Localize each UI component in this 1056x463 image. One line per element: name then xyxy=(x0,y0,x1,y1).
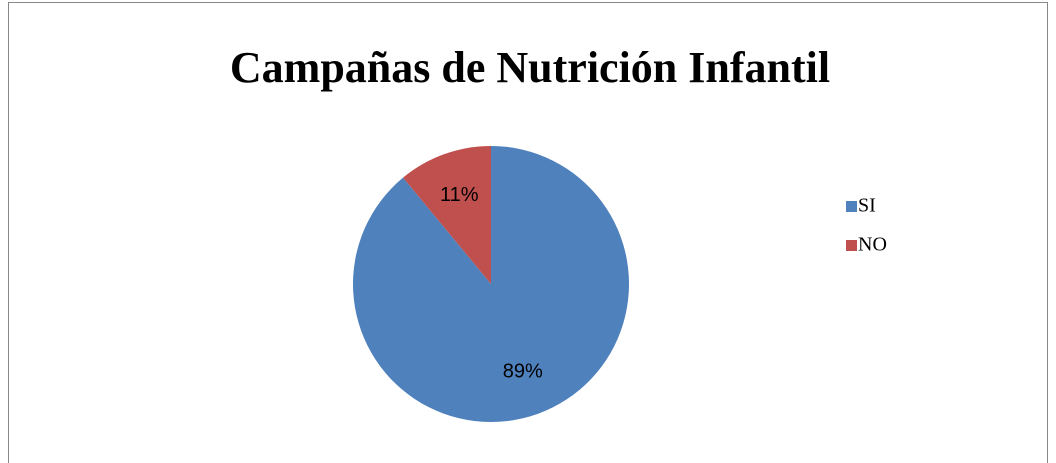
data-label: 89% xyxy=(503,361,543,383)
legend-swatch xyxy=(846,240,857,251)
pie-slice xyxy=(353,146,629,423)
data-label: 11% xyxy=(440,184,479,206)
legend-label: NO xyxy=(858,234,887,256)
legend-swatch xyxy=(846,201,857,212)
pie-slice xyxy=(403,146,491,284)
chart-title: Campañas de Nutrición Infantil xyxy=(230,43,830,92)
legend-label: SI xyxy=(858,195,876,217)
